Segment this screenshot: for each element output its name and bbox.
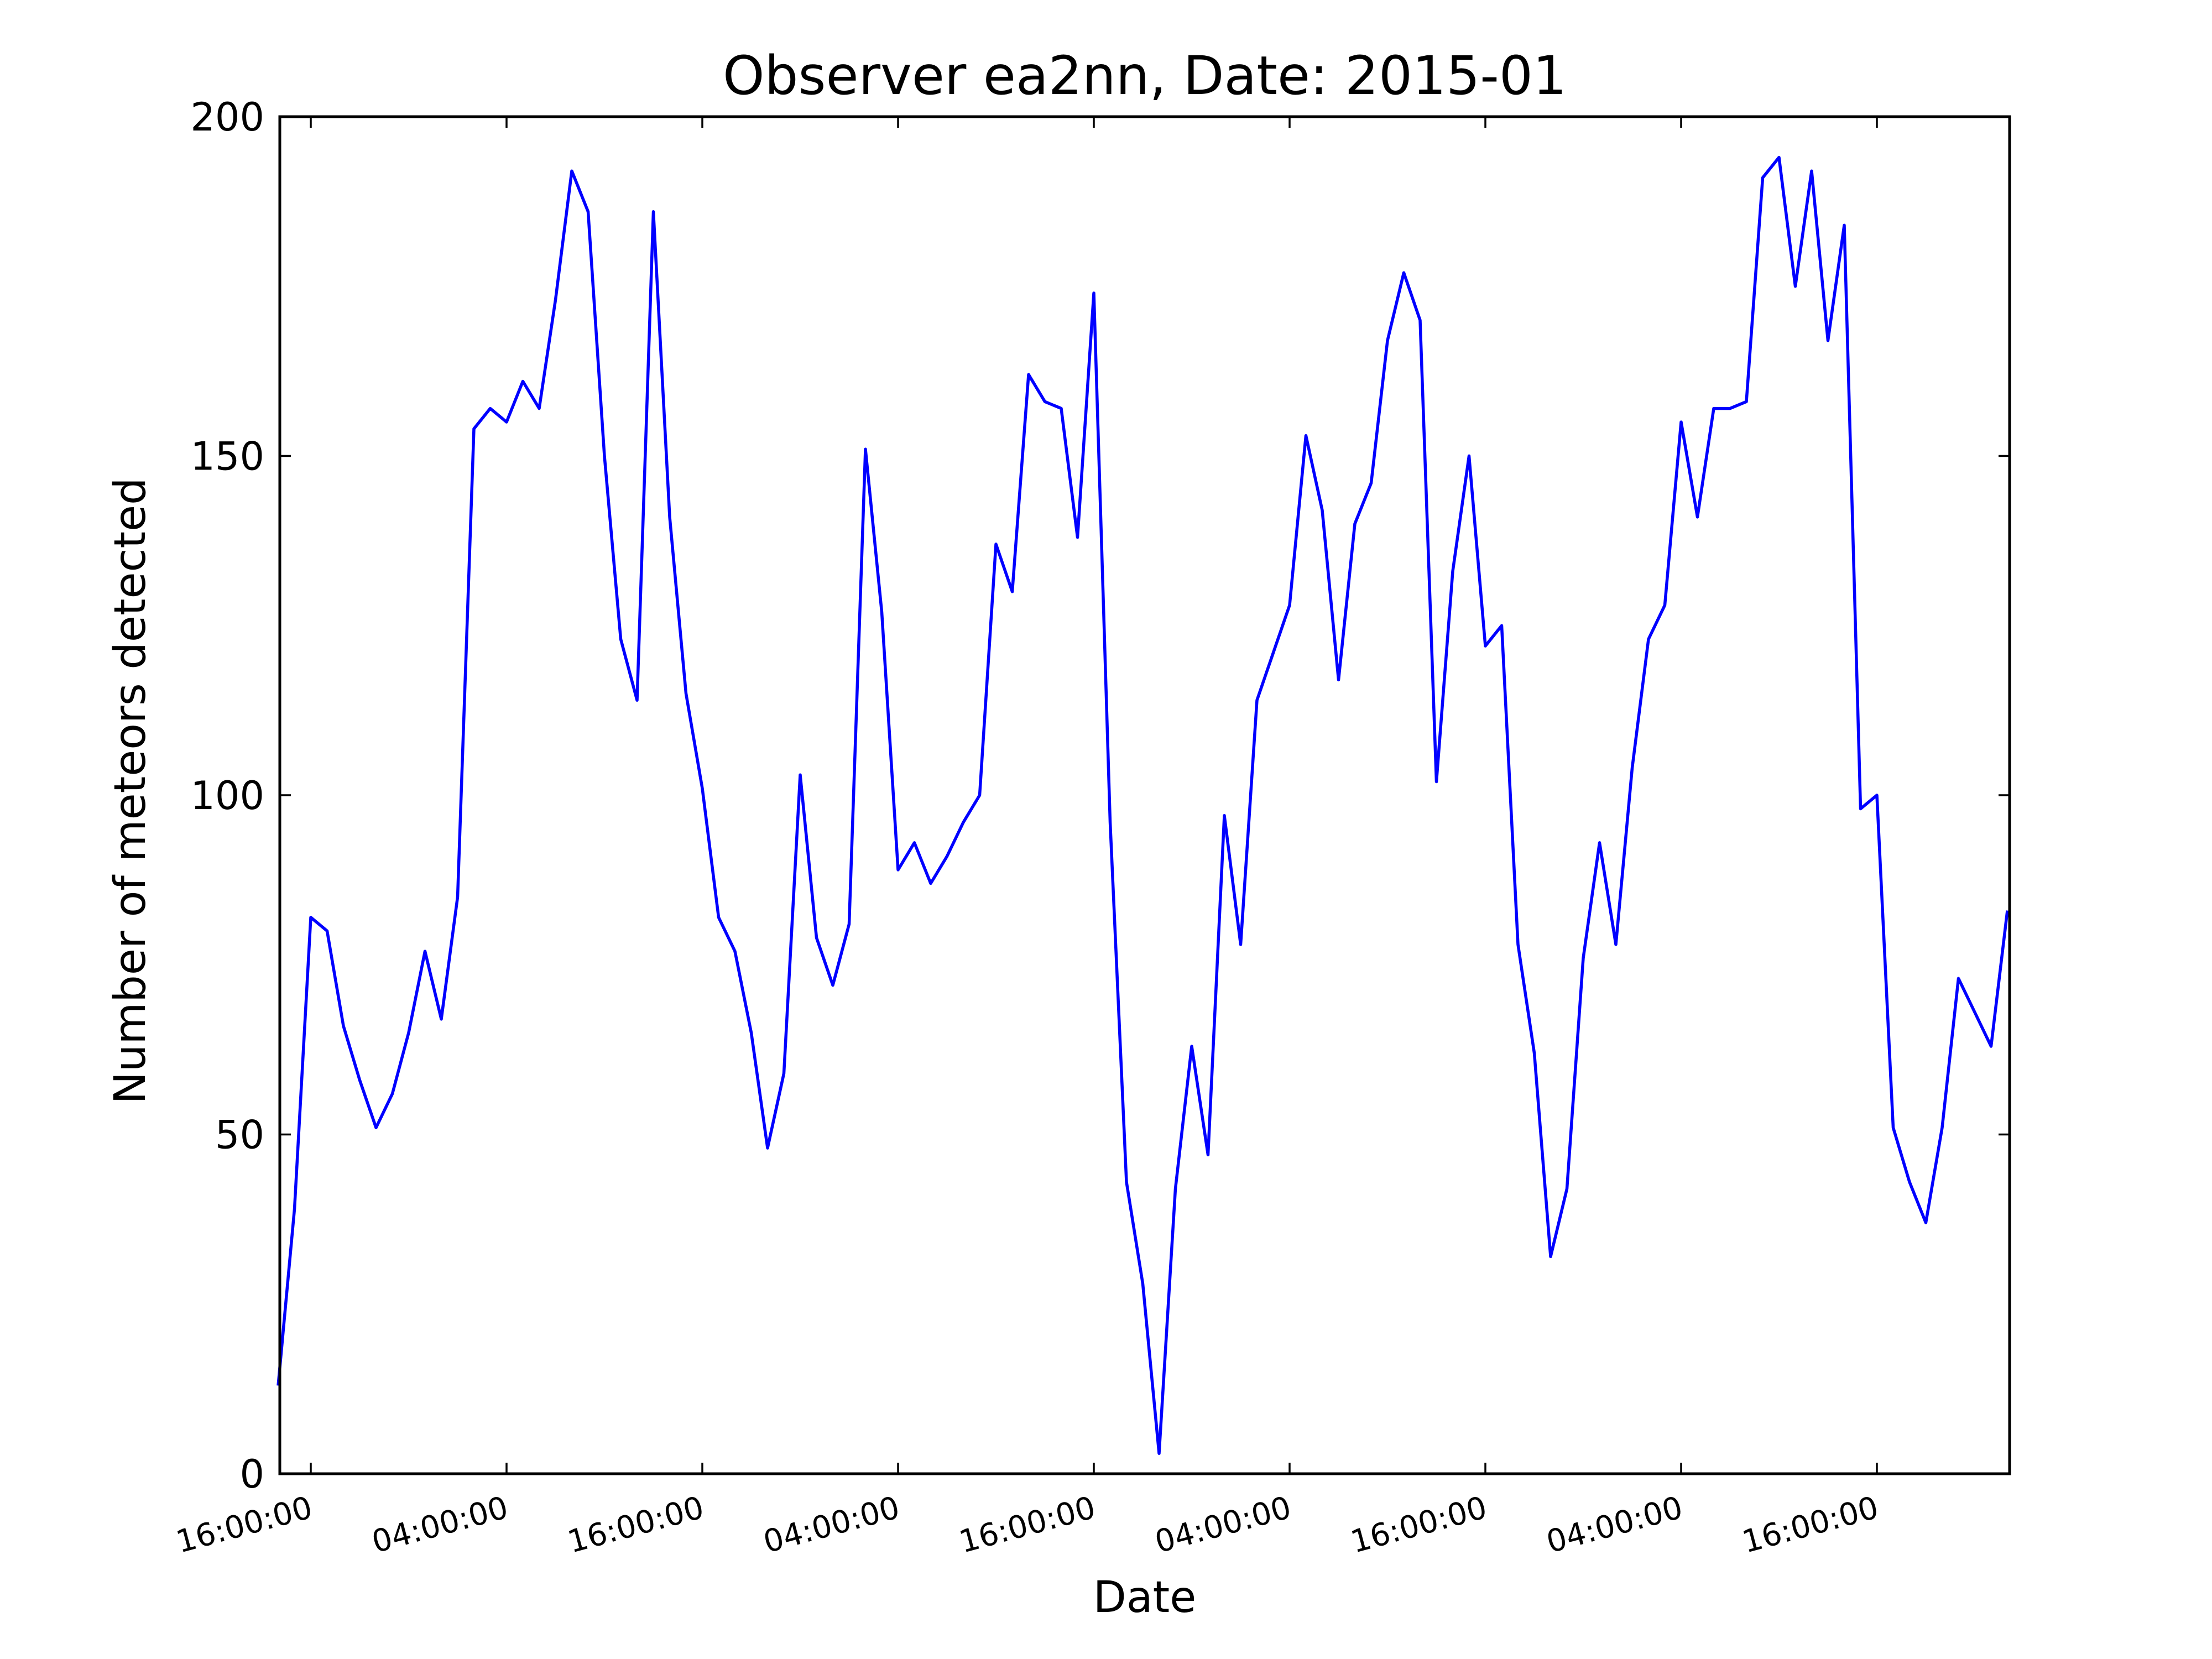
x-tick-label: 04:00:00 <box>760 1490 904 1561</box>
plot-frame <box>278 115 2011 1475</box>
y-tick-label: 200 <box>190 95 264 140</box>
y-tick-label: 150 <box>190 434 264 479</box>
y-tick-label: 50 <box>215 1113 264 1158</box>
plot-area <box>276 155 2009 1455</box>
x-tick-label: 04:00:00 <box>1543 1490 1687 1561</box>
x-tick-label: 16:00:00 <box>173 1490 316 1561</box>
x-tick-label: 04:00:00 <box>1151 1490 1295 1561</box>
y-tick-label: 0 <box>239 1452 264 1497</box>
x-tick-label: 16:00:00 <box>956 1490 1099 1561</box>
y-tick-label: 100 <box>190 773 264 818</box>
x-tick-label: 16:00:00 <box>1347 1490 1491 1561</box>
chart-title: Observer ea2nn, Date: 2015-01 <box>723 45 1567 107</box>
x-tick-label: 04:00:00 <box>368 1490 512 1561</box>
x-tick-label: 16:00:00 <box>1739 1490 1882 1561</box>
x-axis-label: Date <box>1093 1573 1196 1623</box>
x-tick-label: 16:00:00 <box>564 1490 708 1561</box>
series-line <box>276 155 2009 1455</box>
y-axis-label: Number of meteors detected <box>106 478 155 1104</box>
